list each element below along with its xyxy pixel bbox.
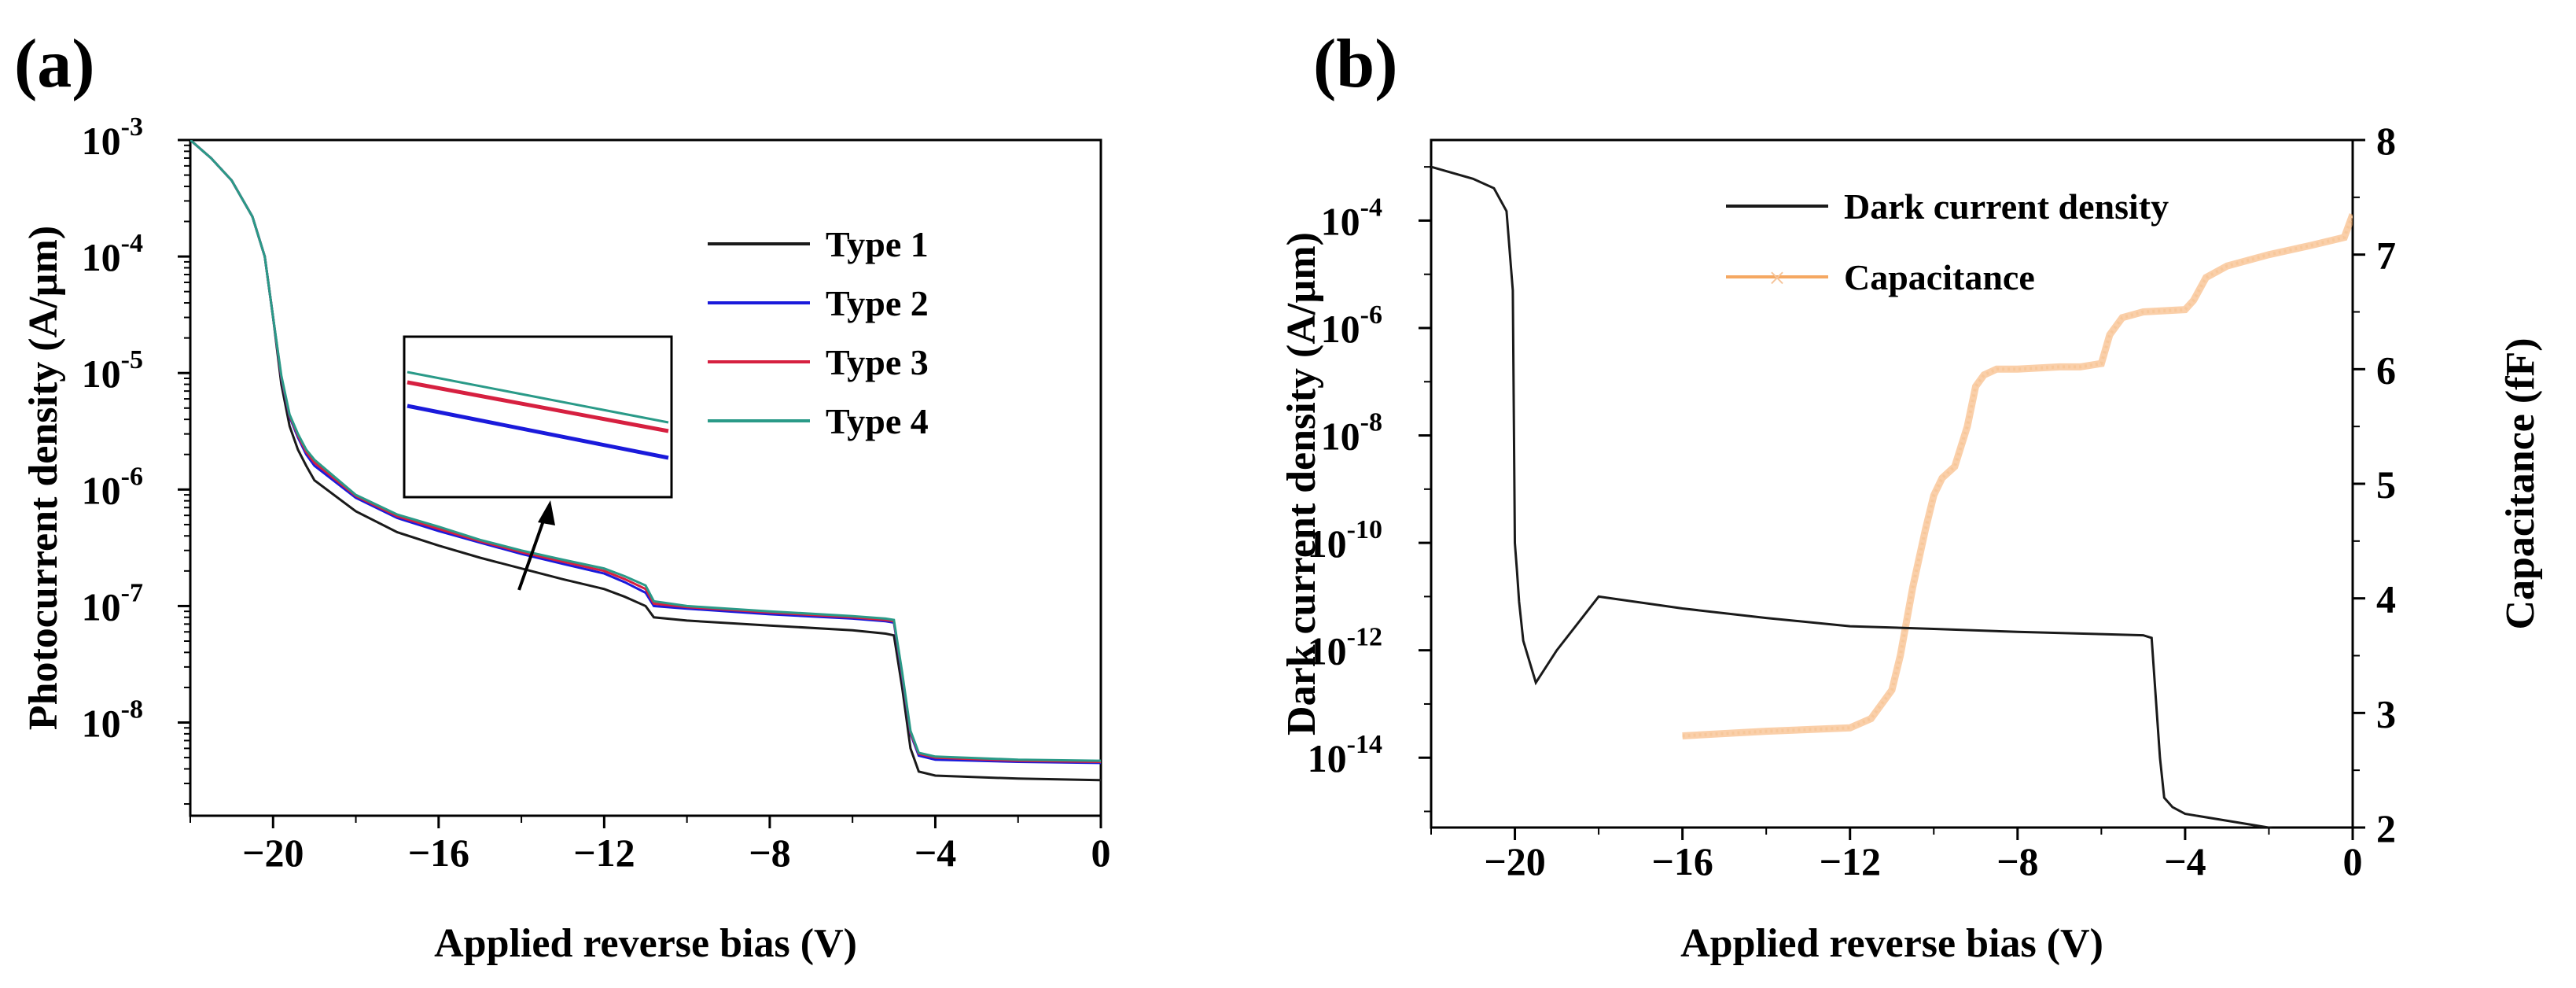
y-tick-label-a: 10-4 xyxy=(82,229,143,279)
legend-label-capacitance: Capacitance xyxy=(1844,257,2035,297)
x-tick-label-b: −8 xyxy=(1996,839,2039,883)
y2-tick-label-b: 3 xyxy=(2376,691,2396,735)
y-tick-label-b: 10-12 xyxy=(1308,623,1382,673)
y2-tick-label-b: 4 xyxy=(2376,577,2396,621)
y2-axis-title-b: Capacitance (fF) xyxy=(2498,337,2543,629)
panel-label-a: (a) xyxy=(14,26,95,102)
panel-label-b: (b) xyxy=(1313,26,1398,102)
axes-frame-a xyxy=(189,138,1102,817)
y-tick-label-a-exponent: -6 xyxy=(121,462,143,491)
x-axis-title-b: Applied reverse bias (V) xyxy=(1680,921,2103,966)
inset-box xyxy=(403,335,673,499)
y-axis-title-a: Photocurrent density (A/µm) xyxy=(21,226,66,730)
series-dark-current xyxy=(1431,165,2273,828)
x-tick-label-a: −20 xyxy=(242,831,304,875)
y-tick-label-a-exponent: -3 xyxy=(121,112,143,142)
y-axis-title-b: Dark current density (A/µm) xyxy=(1279,232,1324,735)
y2-tick-label-b: 7 xyxy=(2376,234,2396,278)
y-tick-label-a: 10-7 xyxy=(82,578,143,629)
x-tick-label-a: 0 xyxy=(1091,831,1111,875)
x-tick-label-a: −8 xyxy=(749,831,791,875)
x-tick-label-b: 0 xyxy=(2343,839,2363,883)
y-tick-label-b: 10-8 xyxy=(1321,408,1382,459)
series-capacitance-band xyxy=(1682,213,2353,739)
y-tick-label-a-exponent: -5 xyxy=(121,345,143,374)
y-tick-label-a: 10-6 xyxy=(82,462,143,512)
axes-frame-b xyxy=(1430,138,2354,829)
y-tick-label-b: 10-6 xyxy=(1321,300,1382,351)
legend-marker-capacitance: × xyxy=(1768,262,1785,295)
y-tick-label-b-base: 10 xyxy=(1321,307,1360,351)
y-tick-label-b: 10-10 xyxy=(1308,515,1382,566)
y-tick-label-a-base: 10 xyxy=(82,235,121,279)
y2-tick-label-b: 5 xyxy=(2376,463,2396,507)
x-tick-label-a: −4 xyxy=(914,831,957,875)
x-tick-label-a: −12 xyxy=(573,831,635,875)
y-tick-label-a-base: 10 xyxy=(82,352,121,396)
y-tick-label-b-exponent: -8 xyxy=(1360,408,1382,437)
x-tick-label-a: −16 xyxy=(408,831,470,875)
legend-label-1: Type 1 xyxy=(826,224,929,264)
y-tick-label-b-exponent: -4 xyxy=(1360,193,1382,222)
y-tick-label-b: 10-14 xyxy=(1308,730,1382,780)
x-tick-label-b: −16 xyxy=(1651,839,1713,883)
legend-label-3: Type 3 xyxy=(826,342,929,382)
x-tick-label-b: −4 xyxy=(2164,839,2206,883)
y-tick-label-a: 10-5 xyxy=(82,345,143,396)
y-tick-label-a-exponent: -4 xyxy=(121,229,143,258)
y-tick-label-a-exponent: -7 xyxy=(121,578,143,607)
y-tick-label-b-base: 10 xyxy=(1321,415,1360,459)
plot-area-a: −20 −16 −12 −8 −4 010-310-410-510-610-710-8Ap… xyxy=(21,112,1111,966)
legend-label-2: Type 2 xyxy=(826,283,929,323)
inset-arrow-head xyxy=(538,500,555,525)
y-tick-label-a-base: 10 xyxy=(82,468,121,512)
y-tick-label-b: 10-4 xyxy=(1321,193,1382,243)
y-tick-label-a-exponent: -8 xyxy=(121,695,143,724)
y2-tick-label-b: 6 xyxy=(2376,348,2396,392)
y2-tick-label-b: 2 xyxy=(2376,806,2396,850)
y-tick-label-a-base: 10 xyxy=(82,584,121,629)
plot-area-b: −20 −16 −12 −8 −4 010-410-610-810-1010-1210-1… xyxy=(1279,119,2543,966)
y2-tick-label-b: 8 xyxy=(2376,119,2396,163)
y-tick-label-b-base: 10 xyxy=(1308,522,1347,566)
x-axis-title-a: Applied reverse bias (V) xyxy=(434,921,857,966)
y-tick-label-a: 10-8 xyxy=(82,695,143,746)
inset-line-type-2 xyxy=(407,404,669,460)
series-line-type-4 xyxy=(190,140,1101,762)
legend-label-4: Type 4 xyxy=(826,401,929,441)
y-tick-label-b-exponent: -14 xyxy=(1347,730,1382,759)
y-tick-label-b-exponent: -6 xyxy=(1360,300,1382,330)
x-tick-label-b: −20 xyxy=(1484,839,1546,883)
y-tick-label-b-base: 10 xyxy=(1321,199,1360,243)
inset-line-type-4 xyxy=(407,370,669,424)
y-tick-label-a-base: 10 xyxy=(82,702,121,746)
x-tick-label-b: −12 xyxy=(1819,839,1881,883)
y-tick-label-b-base: 10 xyxy=(1308,736,1347,780)
y-tick-label-b-base: 10 xyxy=(1308,629,1347,673)
inset-line-type-3 xyxy=(407,380,669,433)
y-tick-label-a: 10-3 xyxy=(82,112,143,163)
legend-label-dark-current: Dark current density xyxy=(1844,186,2169,227)
y-tick-label-b-exponent: -12 xyxy=(1347,623,1382,652)
y-tick-label-b-exponent: -10 xyxy=(1347,515,1382,544)
y-tick-label-a-base: 10 xyxy=(82,119,121,163)
